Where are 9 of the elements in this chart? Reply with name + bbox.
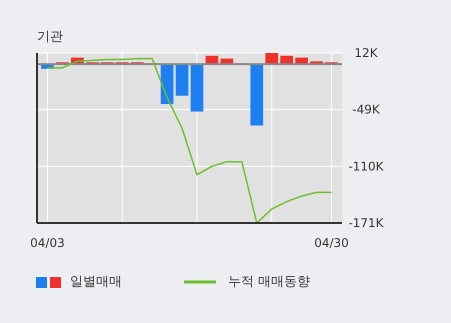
chart-title: 기관 <box>37 30 63 44</box>
legend-label: 누적 매매동향 <box>228 274 310 290</box>
x-tick-label: 04/03 <box>30 236 65 250</box>
x-tick-label: 04/30 <box>314 236 349 250</box>
y-tick-label: -171K <box>348 216 385 230</box>
y-tick-label: -49K <box>352 102 381 117</box>
legend-label: 일별매매 <box>70 274 122 290</box>
y-tick-label: -110K <box>348 159 385 174</box>
y-tick-label: 12K <box>354 46 379 60</box>
